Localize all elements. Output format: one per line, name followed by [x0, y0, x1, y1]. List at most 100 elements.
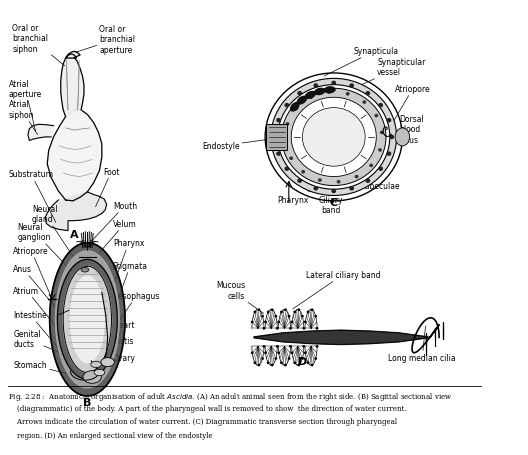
Circle shape [378, 149, 382, 152]
Circle shape [362, 101, 366, 105]
Text: Dorsal
blood
sinus: Dorsal blood sinus [399, 115, 424, 144]
Text: Neural
gland: Neural gland [32, 204, 82, 271]
Circle shape [304, 321, 307, 324]
Circle shape [310, 308, 314, 311]
Circle shape [378, 104, 383, 108]
Circle shape [262, 345, 266, 348]
Text: Atriopore: Atriopore [13, 246, 52, 299]
Circle shape [355, 176, 359, 179]
Circle shape [316, 327, 318, 330]
Text: Ciliary
band: Ciliary band [319, 186, 344, 214]
Text: C: C [329, 198, 338, 208]
Circle shape [284, 308, 287, 311]
Circle shape [288, 357, 290, 360]
Circle shape [301, 357, 304, 360]
Circle shape [271, 79, 397, 196]
Circle shape [316, 345, 318, 348]
Text: Stigmata: Stigmata [109, 261, 148, 324]
Circle shape [261, 315, 264, 318]
Circle shape [310, 364, 314, 367]
Circle shape [264, 352, 267, 354]
Circle shape [262, 327, 266, 330]
Circle shape [285, 104, 289, 108]
Circle shape [303, 345, 305, 348]
Text: Atrial
aperture: Atrial aperture [8, 79, 42, 132]
Circle shape [332, 81, 336, 86]
Circle shape [276, 119, 281, 123]
Ellipse shape [101, 358, 115, 367]
Text: Pharynx: Pharynx [109, 239, 144, 297]
Circle shape [251, 352, 253, 354]
Text: Foot: Foot [96, 167, 120, 207]
Circle shape [253, 362, 256, 364]
Circle shape [278, 86, 390, 190]
Circle shape [267, 362, 270, 364]
Circle shape [284, 364, 287, 367]
Ellipse shape [290, 103, 299, 112]
Polygon shape [61, 52, 84, 117]
Text: Endostyle: Endostyle [202, 137, 286, 151]
Circle shape [251, 321, 253, 324]
Circle shape [276, 152, 281, 157]
Circle shape [289, 327, 292, 330]
Text: Lateral ciliary band: Lateral ciliary band [293, 270, 381, 309]
Circle shape [380, 131, 384, 135]
Text: Oesophagus: Oesophagus [108, 291, 161, 338]
Text: Velum: Velum [96, 219, 137, 257]
Circle shape [318, 179, 322, 182]
Circle shape [303, 327, 305, 330]
Ellipse shape [83, 371, 101, 384]
Text: Neural
ganglion: Neural ganglion [17, 222, 76, 276]
Text: region. (D) An enlarged sectional view of the endostyle: region. (D) An enlarged sectional view o… [7, 430, 212, 439]
Text: Arrows indicate the circulation of water current. (C) Diagrammatic transverse se: Arrows indicate the circulation of water… [7, 417, 397, 425]
Circle shape [258, 308, 260, 311]
Circle shape [275, 357, 277, 360]
Circle shape [301, 315, 304, 318]
Circle shape [349, 84, 354, 89]
Text: Atrium: Atrium [13, 286, 59, 331]
Text: Genital
ducts: Genital ducts [13, 329, 92, 367]
Text: Mucous
cells: Mucous cells [216, 281, 263, 314]
Text: Atriopore: Atriopore [391, 85, 431, 126]
Circle shape [314, 84, 318, 89]
Circle shape [314, 187, 318, 191]
Circle shape [374, 115, 378, 118]
Circle shape [291, 98, 376, 177]
Text: Anus: Anus [13, 264, 62, 315]
Circle shape [301, 171, 305, 174]
Text: Synapticular
vessel: Synapticular vessel [351, 58, 426, 91]
Circle shape [280, 311, 283, 313]
Circle shape [365, 92, 370, 96]
Text: Intestine: Intestine [13, 311, 78, 371]
Circle shape [284, 140, 288, 144]
Ellipse shape [91, 361, 101, 368]
FancyBboxPatch shape [266, 124, 287, 151]
Circle shape [274, 135, 278, 140]
Circle shape [293, 311, 296, 313]
Text: Pharynx: Pharynx [277, 184, 326, 204]
Text: B: B [83, 397, 91, 407]
Polygon shape [45, 192, 107, 231]
Ellipse shape [324, 87, 336, 94]
Text: Oral or
branchial
siphon: Oral or branchial siphon [13, 24, 64, 66]
Polygon shape [254, 330, 428, 345]
Text: Oral or
branchial
aperture: Oral or branchial aperture [76, 25, 135, 55]
Text: (diagrammatic) of the body. A part of the pharyngeal wall is removed to show  th: (diagrammatic) of the body. A part of th… [7, 404, 406, 412]
Ellipse shape [297, 96, 307, 106]
Circle shape [389, 135, 394, 140]
Ellipse shape [94, 369, 105, 376]
Circle shape [386, 119, 391, 123]
Text: Atrial
siphon: Atrial siphon [8, 100, 37, 135]
Circle shape [293, 362, 296, 364]
Text: Mouth: Mouth [92, 202, 137, 241]
Ellipse shape [395, 129, 410, 147]
Polygon shape [50, 243, 125, 396]
Polygon shape [47, 111, 102, 202]
Polygon shape [70, 277, 104, 363]
Text: Trabeculae: Trabeculae [359, 155, 401, 191]
Circle shape [286, 123, 289, 126]
Text: Substratum: Substratum [8, 170, 56, 223]
Circle shape [285, 167, 289, 172]
Circle shape [277, 321, 280, 324]
Circle shape [267, 311, 270, 313]
